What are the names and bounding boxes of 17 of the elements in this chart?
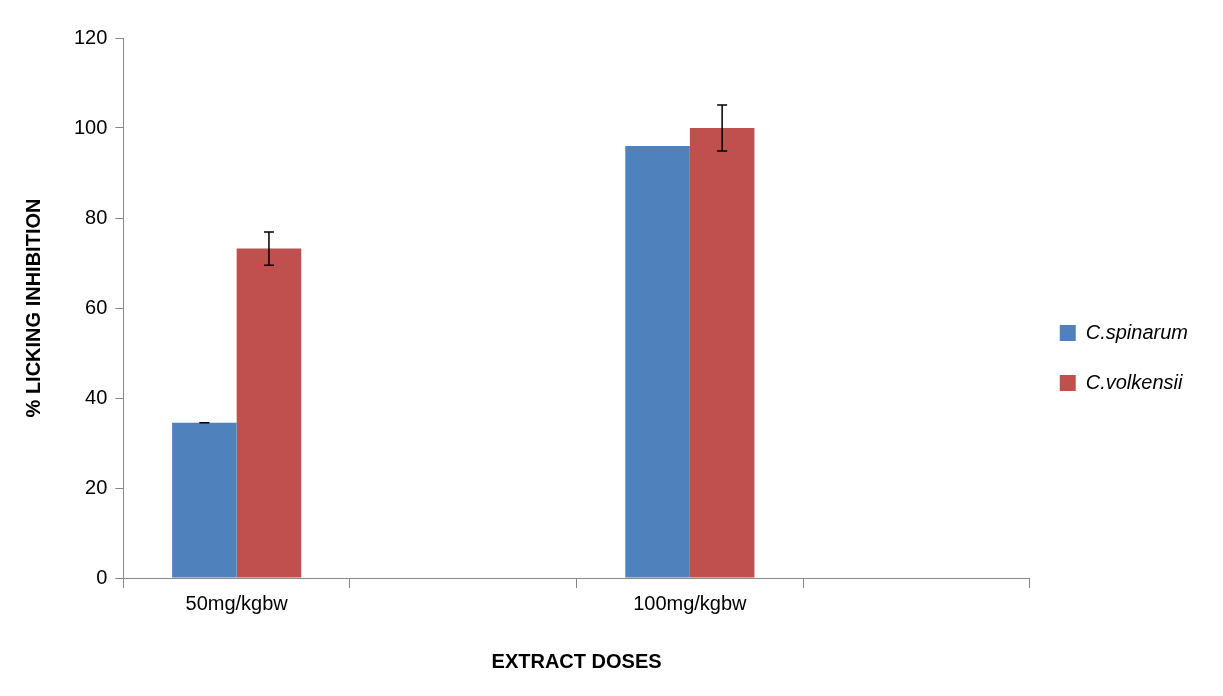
x-tick-label: 100mg/kgbw xyxy=(633,591,748,614)
y-tick-label: 120 xyxy=(73,25,108,48)
y-tick-label: 80 xyxy=(85,205,108,228)
y-tick-label: 40 xyxy=(85,385,108,408)
bar xyxy=(625,146,690,578)
legend-label: C.spinarum xyxy=(1085,320,1189,343)
x-axis-title: EXTRACT DOSES xyxy=(491,649,662,672)
bar xyxy=(689,128,755,578)
y-tick-label: 60 xyxy=(85,295,108,318)
y-tick-label: 20 xyxy=(85,475,108,498)
y-tick-label: 100 xyxy=(73,115,108,138)
x-tick-label: 50mg/kgbw xyxy=(185,591,289,614)
legend-label: C.volkensii xyxy=(1085,370,1183,393)
y-axis-title: % LICKING INHIBITION xyxy=(21,198,44,418)
bar xyxy=(172,422,237,578)
y-tick-label: 0 xyxy=(96,565,108,588)
bar xyxy=(236,248,302,578)
